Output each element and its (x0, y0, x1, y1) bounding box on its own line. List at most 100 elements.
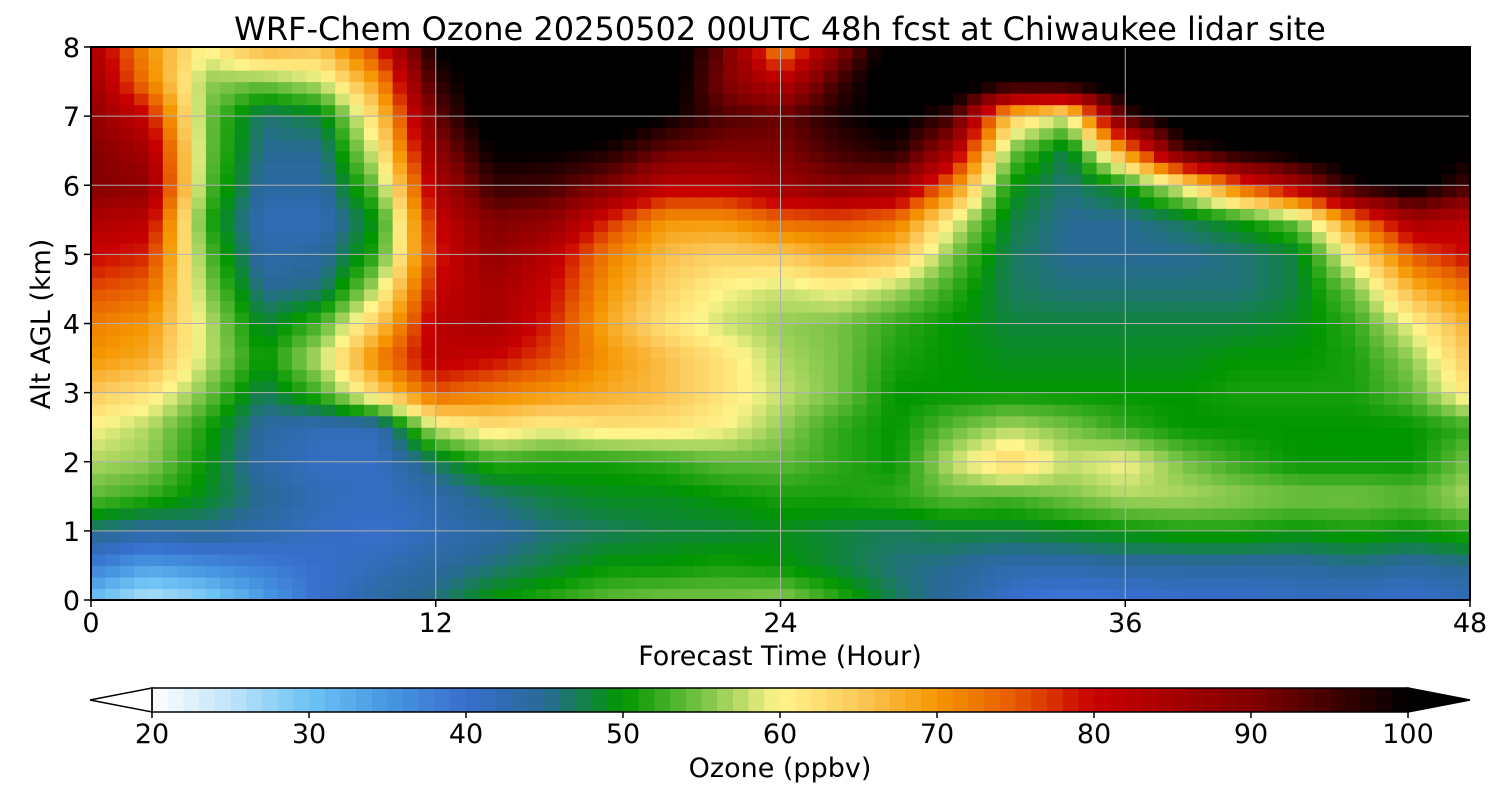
ozone-cell (134, 427, 150, 440)
ozone-cell (1311, 150, 1327, 163)
ozone-cell (162, 323, 178, 336)
ozone-cell (1082, 358, 1098, 371)
ozone-cell (205, 162, 221, 175)
ozone-cell (1268, 196, 1284, 209)
ozone-cell (1369, 553, 1385, 567)
ozone-cell (1455, 242, 1470, 255)
ozone-cell (622, 300, 638, 313)
ozone-cell (981, 530, 997, 543)
ozone-cell (895, 150, 911, 163)
ozone-cell (1082, 565, 1098, 578)
ozone-cell (1082, 47, 1098, 60)
ozone-cell (1326, 553, 1342, 567)
ozone-cell (119, 196, 135, 209)
ozone-cell (277, 254, 293, 267)
ozone-cell (651, 576, 667, 590)
ozone-cell (1010, 427, 1026, 440)
ozone-cell (1110, 553, 1126, 567)
ozone-cell (780, 127, 796, 140)
ozone-cell (1297, 139, 1313, 152)
ozone-cell (1039, 47, 1055, 60)
ozone-cell (119, 127, 135, 140)
ozone-cell (263, 58, 279, 71)
ozone-cell (1455, 565, 1470, 578)
ozone-cell (1010, 519, 1026, 532)
ozone-cell (1067, 196, 1083, 209)
ozone-cell (866, 565, 882, 578)
ozone-cell (1096, 484, 1112, 497)
ozone-cell (249, 323, 264, 336)
ozone-cell (651, 185, 667, 198)
ozone-cell (1455, 81, 1470, 94)
ozone-cell (881, 369, 897, 382)
ozone-cell (91, 47, 106, 60)
ozone-cell (694, 81, 710, 94)
ozone-cell (694, 277, 710, 290)
ozone-cell (407, 415, 422, 428)
ozone-cell (234, 173, 250, 186)
ozone-cell (263, 254, 279, 267)
ozone-cell (981, 58, 997, 71)
colorbar-segment (701, 688, 718, 712)
ozone-cell (1053, 392, 1069, 405)
ozone-cell (895, 139, 911, 152)
ozone-cell (593, 116, 609, 129)
ozone-cell (392, 208, 408, 221)
ozone-cell (1426, 542, 1442, 555)
ozone-cell (493, 565, 509, 578)
ozone-cell (1125, 70, 1141, 83)
ozone-cell (363, 588, 379, 600)
ozone-cell (1096, 507, 1112, 520)
ozone-cell (421, 507, 437, 520)
ozone-cell (924, 139, 940, 152)
ozone-cell (852, 496, 868, 509)
ozone-cell (1311, 196, 1327, 209)
ozone-cell (1125, 139, 1141, 152)
ozone-cell (895, 588, 911, 600)
ozone-cell (579, 323, 595, 336)
ozone-cell (1441, 358, 1457, 371)
ozone-cell (91, 427, 106, 440)
ozone-cell (536, 219, 552, 232)
ozone-cell (952, 93, 968, 106)
ozone-cell (1383, 139, 1399, 152)
ozone-cell (751, 369, 767, 382)
ozone-cell (1168, 438, 1184, 451)
ozone-cell (464, 519, 480, 532)
ozone-cell (665, 208, 681, 221)
ozone-cell (105, 392, 121, 405)
ozone-cell (1426, 450, 1442, 463)
ozone-cell (780, 231, 796, 244)
ozone-cell (995, 565, 1011, 578)
ozone-cell (1153, 358, 1169, 371)
ozone-cell (1168, 300, 1184, 313)
ozone-cell (1268, 208, 1284, 221)
ozone-cell (435, 542, 451, 555)
ozone-cell (708, 81, 724, 94)
ozone-cell (622, 277, 638, 290)
ozone-cell (363, 104, 379, 117)
ozone-cell (938, 438, 954, 451)
ozone-cell (1053, 116, 1069, 129)
ozone-cell (1153, 519, 1169, 532)
ozone-cell (1139, 300, 1155, 313)
ozone-cell (234, 473, 250, 486)
ozone-cell (780, 58, 796, 71)
ozone-cell (263, 461, 279, 474)
ozone-cell (1383, 450, 1399, 463)
ozone-cell (320, 311, 336, 325)
ozone-cell (1125, 277, 1141, 290)
ozone-cell (177, 358, 193, 371)
ozone-cell (1039, 185, 1055, 198)
ozone-cell (363, 450, 379, 463)
ozone-cell (478, 104, 494, 117)
ozone-cell (823, 381, 839, 394)
ozone-cell (1125, 346, 1141, 359)
colorbar-segment (984, 688, 1001, 712)
ozone-cell (651, 450, 667, 463)
ozone-cell (579, 553, 595, 567)
ozone-cell (263, 565, 279, 578)
ozone-cell (1067, 242, 1083, 255)
ozone-cell (636, 196, 652, 209)
ozone-cell (780, 381, 796, 394)
